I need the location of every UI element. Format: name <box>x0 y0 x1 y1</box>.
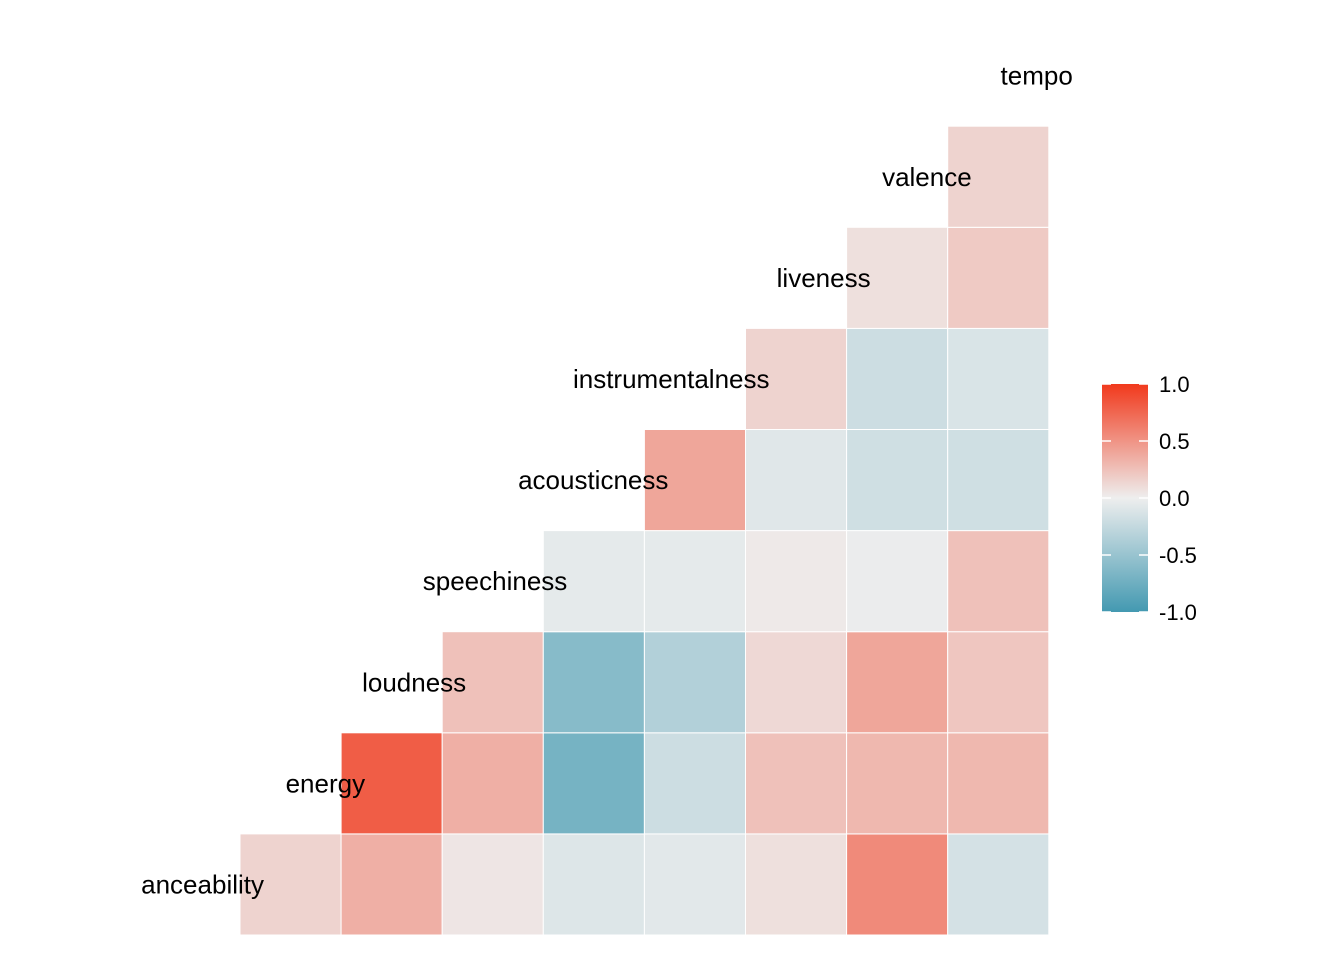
heatmap-cell-valence-tempo <box>947 125 1050 228</box>
heatmap-cells <box>239 125 1050 936</box>
heatmap-cell-instrumentalness-valence <box>846 327 949 430</box>
heatmap-cell-loudness-liveness <box>745 631 848 734</box>
heatmap-cell-energy-instrumentalness <box>643 732 747 835</box>
heatmap-cell-speechiness-liveness <box>745 530 848 633</box>
variable-label-speechiness: speechiness <box>423 566 568 596</box>
heatmap-cell-loudness-tempo <box>947 631 1050 734</box>
variable-label-instrumentalness: instrumentalness <box>573 364 770 394</box>
heatmap-cell-anceability-loudness <box>340 833 443 936</box>
heatmap-cell-liveness-valence <box>846 226 949 329</box>
variable-label-anceability: anceability <box>141 870 264 900</box>
heatmap-cell-energy-acousticness <box>542 732 645 835</box>
heatmap-cell-anceability-speechiness <box>441 833 544 936</box>
legend-tick-label: 0.5 <box>1159 429 1190 454</box>
heatmap-cell-energy-liveness <box>745 732 848 835</box>
heatmap-cell-speechiness-tempo <box>947 530 1050 633</box>
heatmap-cell-anceability-instrumentalness <box>643 833 747 936</box>
heatmap-cell-loudness-acousticness <box>542 631 645 734</box>
heatmap-cell-liveness-tempo <box>947 226 1050 329</box>
variable-labels: anceability energy loudness speechiness acou… <box>141 61 1073 900</box>
legend-tick-label: -0.5 <box>1159 543 1197 568</box>
heatmap-cell-energy-valence <box>846 732 949 835</box>
heatmap-cell-speechiness-instrumentalness <box>643 530 747 633</box>
legend-tick-label: 0.0 <box>1159 486 1190 511</box>
heatmap-cell-energy-tempo <box>947 732 1050 835</box>
heatmap-cell-anceability-acousticness <box>542 833 645 936</box>
heatmap-cell-speechiness-valence <box>846 530 949 633</box>
heatmap-cell-anceability-valence <box>846 833 949 936</box>
heatmap-cell-anceability-liveness <box>745 833 848 936</box>
heatmap-cell-loudness-instrumentalness <box>643 631 747 734</box>
heatmap-cell-acousticness-instrumentalness <box>643 429 747 532</box>
variable-label-valence: valence <box>882 162 972 192</box>
heatmap-cell-instrumentalness-liveness <box>745 327 848 430</box>
heatmap-cell-anceability-tempo <box>947 833 1050 936</box>
heatmap-cell-anceability-energy <box>239 833 342 936</box>
heatmap-cell-loudness-valence <box>846 631 949 734</box>
variable-label-loudness: loudness <box>362 667 466 697</box>
heatmap-cell-acousticness-tempo <box>947 429 1050 532</box>
heatmap-cell-acousticness-liveness <box>745 429 848 532</box>
legend-tick-label: 1.0 <box>1159 372 1190 397</box>
heatmap-cell-loudness-speechiness <box>441 631 544 734</box>
heatmap-cell-instrumentalness-tempo <box>947 327 1050 430</box>
variable-label-liveness: liveness <box>777 263 871 293</box>
heatmap-cell-acousticness-valence <box>846 429 949 532</box>
variable-label-acousticness: acousticness <box>518 465 668 495</box>
heatmap-cell-energy-loudness <box>340 732 443 835</box>
legend-ticks: 1.0 0.5 0.0 -0.5 -1.0 <box>1102 372 1197 625</box>
heatmap-cell-speechiness-acousticness <box>542 530 645 633</box>
variable-label-tempo: tempo <box>1001 61 1073 91</box>
color-legend: 1.0 0.5 0.0 -0.5 -1.0 <box>1102 372 1197 625</box>
variable-label-energy: energy <box>286 768 366 798</box>
legend-tick-label: -1.0 <box>1159 600 1197 625</box>
heatmap-cell-energy-speechiness <box>441 732 544 835</box>
